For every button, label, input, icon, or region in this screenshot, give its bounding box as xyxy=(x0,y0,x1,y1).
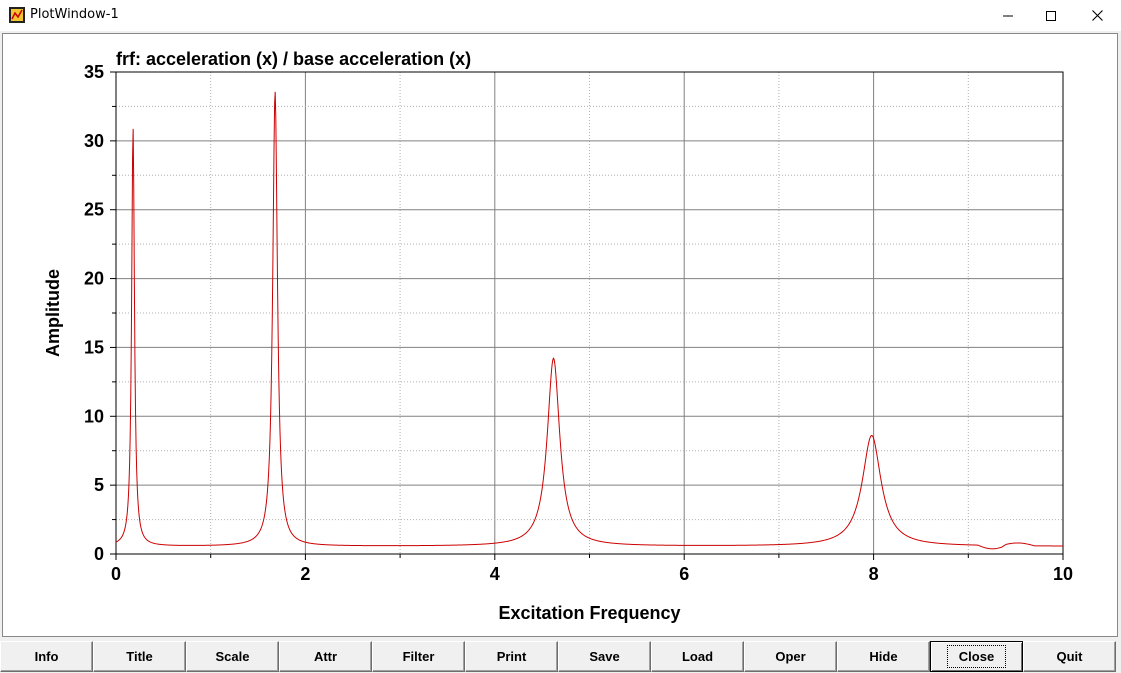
maximize-button[interactable] xyxy=(1028,0,1074,31)
close-button-label: Close xyxy=(946,645,1007,668)
chart-title: frf: acceleration (x) / base acceleratio… xyxy=(116,49,471,69)
x-tick-label: 4 xyxy=(490,564,500,584)
oper-button-label: Oper xyxy=(775,649,806,664)
info-button-label: Info xyxy=(34,649,59,664)
y-axis-label: Amplitude xyxy=(43,269,63,357)
x-tick-label: 8 xyxy=(869,564,879,584)
scale-button-label: Scale xyxy=(215,649,250,664)
x-tick-label: 0 xyxy=(111,564,121,584)
y-tick-label: 5 xyxy=(94,475,104,495)
info-button[interactable]: Info xyxy=(0,641,93,672)
x-tick-label: 2 xyxy=(300,564,310,584)
minimize-icon xyxy=(1003,15,1013,16)
window-close-button[interactable] xyxy=(1074,0,1120,31)
x-axis-label: Excitation Frequency xyxy=(498,603,680,623)
title-button[interactable]: Title xyxy=(93,641,186,672)
title-bar: PlotWindow-1 xyxy=(0,0,1121,31)
load-button[interactable]: Load xyxy=(651,641,744,672)
close-button[interactable]: Close xyxy=(930,641,1023,672)
y-tick-label: 35 xyxy=(84,62,104,82)
hide-button[interactable]: Hide xyxy=(837,641,930,672)
x-tick-labels: 0 2 4 6 8 10 xyxy=(111,564,1073,584)
scale-button[interactable]: Scale xyxy=(186,641,279,672)
load-button-label: Load xyxy=(681,649,714,664)
print-button-label: Print xyxy=(496,649,527,664)
y-tick-label: 10 xyxy=(84,406,104,426)
quit-button[interactable]: Quit xyxy=(1023,641,1116,672)
frf-chart: 0 2 4 6 8 10 0 5 10 15 20 25 30 35 frf: acceleration… xyxy=(43,49,1073,623)
close-icon xyxy=(1091,10,1103,21)
hide-button-label: Hide xyxy=(869,649,898,664)
series-line xyxy=(115,91,1064,550)
y-tick-label: 15 xyxy=(84,337,104,357)
window-title: PlotWindow-1 xyxy=(30,7,119,22)
y-tick-label: 20 xyxy=(84,269,104,289)
oper-button[interactable]: Oper xyxy=(744,641,837,672)
y-tick-labels: 0 5 10 15 20 25 30 35 xyxy=(84,62,104,564)
tick-marks xyxy=(110,71,1064,560)
save-button-label: Save xyxy=(589,649,620,664)
maximize-icon xyxy=(1046,10,1056,21)
plot-area: 0 2 4 6 8 10 0 5 10 15 20 25 30 35 frf: acceleration… xyxy=(2,33,1118,637)
y-tick-label: 30 xyxy=(84,131,104,151)
attr-button-label: Attr xyxy=(313,649,338,664)
grid-lines xyxy=(115,71,1064,555)
save-button[interactable]: Save xyxy=(558,641,651,672)
quit-button-label: Quit xyxy=(1056,649,1083,664)
filter-button-label: Filter xyxy=(402,649,435,664)
minimize-button[interactable] xyxy=(985,0,1031,31)
title-button-label: Title xyxy=(126,649,153,664)
print-button[interactable]: Print xyxy=(465,641,558,672)
attr-button[interactable]: Attr xyxy=(279,641,372,672)
filter-button[interactable]: Filter xyxy=(372,641,465,672)
app-icon xyxy=(9,7,25,23)
x-tick-label: 10 xyxy=(1053,564,1073,584)
y-tick-label: 25 xyxy=(84,200,104,220)
x-tick-label: 6 xyxy=(679,564,689,584)
button-bar: Info Title Scale Attr Filter Print Save Load Ope… xyxy=(0,640,1121,673)
y-tick-label: 0 xyxy=(94,544,104,564)
